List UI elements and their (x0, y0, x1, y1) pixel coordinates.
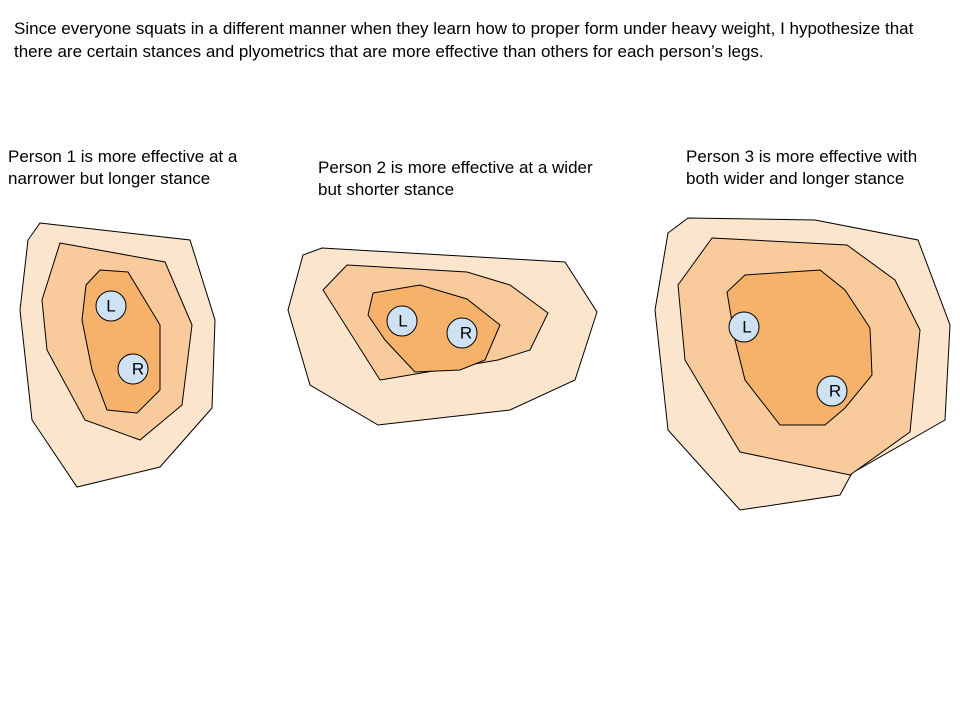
hypothesis-text: Since everyone squats in a different man… (14, 19, 914, 61)
person-2-caption: Person 2 is more effective at a wider bu… (318, 158, 593, 199)
person-3-right-foot-label: R (829, 382, 841, 401)
person-1-left-foot-marker (95, 290, 127, 322)
person-2-stance-map: L R (287, 247, 598, 426)
person-1-left-foot-label: L (106, 297, 115, 316)
person-3-caption: Person 3 is more effective with both wid… (686, 147, 918, 188)
person-2-right-foot-label: R (460, 324, 472, 343)
person-3-stance-map: L R (654, 217, 951, 511)
person-2-right-foot-marker (446, 317, 478, 349)
person-2-left-foot-marker (386, 305, 418, 337)
person-2-left-foot-label: L (398, 312, 407, 331)
person-3-left-foot-label: L (742, 318, 751, 337)
person-3-left-foot-marker (728, 311, 760, 343)
person-1-right-foot-marker (117, 353, 149, 385)
person-3-right-foot-marker (816, 375, 848, 407)
person-1-right-foot-label: R (132, 360, 144, 379)
person-1-stance-map: L R (19, 222, 216, 488)
person-1-caption: Person 1 is more effective at a narrower… (8, 147, 238, 188)
